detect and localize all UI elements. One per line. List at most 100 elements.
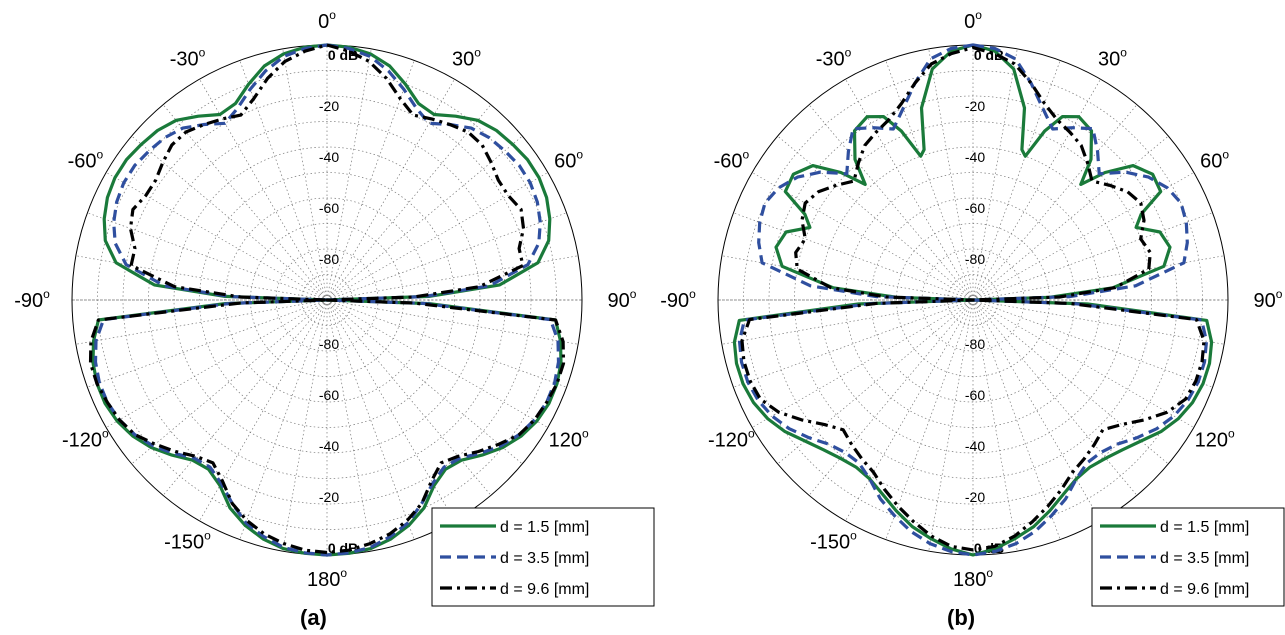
grid-spoke xyxy=(131,299,328,465)
grid-spoke xyxy=(751,299,974,428)
angle-label: 0o xyxy=(318,8,336,33)
grid-spoke xyxy=(972,135,1169,301)
radial-label: -60 xyxy=(319,387,339,403)
grid-spoke xyxy=(972,299,1195,428)
grid-spoke xyxy=(239,299,328,540)
grid-spoke xyxy=(928,48,974,301)
series-group xyxy=(732,43,1214,557)
grid-spoke xyxy=(777,299,974,465)
grid-spoke xyxy=(326,212,567,301)
radial-label: -80 xyxy=(965,336,985,352)
grid-spoke xyxy=(326,299,492,496)
grid-spoke xyxy=(87,299,328,388)
angle-label: 90o xyxy=(1254,287,1283,312)
grid-spoke xyxy=(326,104,492,301)
panel-caption: (a) xyxy=(300,605,327,630)
series-line-d-1-5-mm xyxy=(732,43,1214,557)
grid-spoke xyxy=(326,60,415,301)
grid-spoke xyxy=(326,172,549,301)
series-line-d-9-6-mm xyxy=(88,43,566,555)
grid-spoke xyxy=(282,48,328,301)
grid-spoke xyxy=(885,299,974,540)
grid-ring xyxy=(921,248,1025,352)
series-line-d-3-5-mm xyxy=(737,43,1209,557)
panel-caption: (b) xyxy=(947,605,975,630)
radial-label: -80 xyxy=(319,336,339,352)
grid-spoke xyxy=(808,299,974,496)
angle-label: -60o xyxy=(714,148,750,173)
grid-spoke xyxy=(972,60,1061,301)
grid-spoke xyxy=(972,299,1061,540)
grid-spoke xyxy=(972,48,1018,301)
angle-label: 60o xyxy=(554,148,583,173)
legend: d = 1.5 [mm] d = 3.5 [mm] d = 9.6 [mm] xyxy=(1091,507,1285,607)
radial-label: -80 xyxy=(319,251,339,267)
grid-spoke xyxy=(162,299,328,496)
grid-spoke xyxy=(972,255,1225,301)
grid-spoke xyxy=(105,299,328,428)
grid-spoke xyxy=(972,299,1138,496)
grid-spoke xyxy=(75,299,328,345)
radial-label: -80 xyxy=(965,251,985,267)
grid-spoke xyxy=(972,212,1213,301)
series-line-d-3-5-mm xyxy=(93,43,561,557)
radial-labels: 0 dB-20-40-60-800 dB-20-40-60-80 xyxy=(319,47,358,556)
angle-label: 0o xyxy=(964,8,982,33)
angle-label: -150o xyxy=(810,529,857,554)
grid-spoke xyxy=(972,299,1101,522)
grid-spoke xyxy=(326,135,523,301)
grid-spoke xyxy=(87,212,328,301)
radial-label: -40 xyxy=(965,149,985,165)
radial-label: -20 xyxy=(319,98,339,114)
angle-label: -120o xyxy=(708,427,755,452)
angle-label: 30o xyxy=(1098,45,1127,70)
angle-label: 60o xyxy=(1200,148,1229,173)
grid-ring xyxy=(275,248,379,352)
grid-ring xyxy=(199,172,455,428)
legend-label: d = 1.5 [mm] xyxy=(500,519,589,536)
radial-label: 0 dB xyxy=(328,47,358,63)
polar-plot-a: 0o30o60o90o120o150o180o-150o-120o-90o-60… xyxy=(14,8,655,630)
grid-spoke xyxy=(845,299,974,522)
grid-spoke xyxy=(326,299,372,552)
angle-label: 120o xyxy=(549,427,589,452)
grid-spoke xyxy=(326,78,455,301)
angle-label: 180o xyxy=(307,566,347,591)
legend-label: d = 9.6 [mm] xyxy=(1160,581,1249,598)
angle-label: -30o xyxy=(816,45,852,70)
radial-label: -40 xyxy=(319,438,339,454)
legend-label: d = 3.5 [mm] xyxy=(500,550,589,567)
grid-spoke xyxy=(131,135,328,301)
legend-label: d = 1.5 [mm] xyxy=(1160,519,1249,536)
grid-spoke xyxy=(105,172,328,301)
polar-plot-b: 0o30o60o90o120o150o180o-150o-120o-90o-60… xyxy=(660,8,1285,630)
radial-label: -60 xyxy=(965,387,985,403)
radial-label: -20 xyxy=(319,489,339,505)
grid-spoke xyxy=(162,104,328,301)
radial-label: -60 xyxy=(965,200,985,216)
grid-spoke xyxy=(733,299,974,388)
legend-box xyxy=(431,507,655,607)
grid-spoke xyxy=(733,212,974,301)
grid-spoke xyxy=(972,299,1018,552)
angle-label: -30o xyxy=(170,45,206,70)
radial-label: -40 xyxy=(965,438,985,454)
angle-label: 90o xyxy=(608,287,637,312)
grid-spoke xyxy=(777,135,974,301)
grid-spoke xyxy=(885,60,974,301)
grid-spoke xyxy=(326,299,567,388)
grid-spoke xyxy=(326,299,579,345)
radial-label: -20 xyxy=(965,98,985,114)
angle-label: -90o xyxy=(14,287,50,312)
grid-spoke xyxy=(326,299,523,465)
angle-label: -120o xyxy=(62,427,109,452)
angle-label: -90o xyxy=(660,287,696,312)
grid-spoke xyxy=(808,104,974,301)
grid-ring xyxy=(845,172,1101,428)
grid-spoke xyxy=(721,255,974,301)
angle-label: 120o xyxy=(1195,427,1235,452)
angle-label: -60o xyxy=(68,148,104,173)
grid-spoke xyxy=(326,299,549,428)
grid-spoke xyxy=(972,299,1225,345)
